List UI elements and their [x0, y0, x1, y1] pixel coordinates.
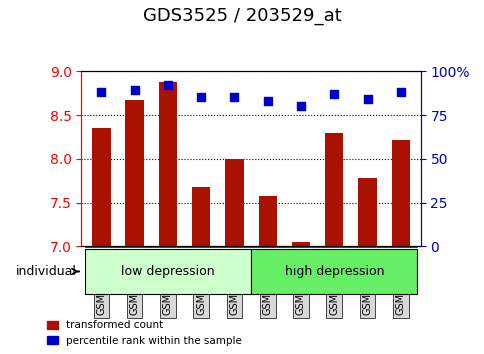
Point	[197, 95, 205, 100]
Point	[131, 88, 138, 93]
Bar	[391, 139, 409, 246]
Bar	[258, 196, 276, 246]
FancyBboxPatch shape	[85, 249, 251, 294]
Point	[363, 96, 371, 102]
Point	[97, 90, 105, 95]
Bar	[158, 82, 177, 246]
Text: individual: individual	[15, 265, 76, 278]
Point	[230, 95, 238, 100]
Bar	[358, 178, 376, 246]
Text: GDS3525 / 203529_at: GDS3525 / 203529_at	[143, 7, 341, 25]
Bar	[92, 128, 110, 246]
Point	[330, 91, 337, 97]
Bar	[291, 242, 309, 246]
Point	[396, 90, 404, 95]
FancyBboxPatch shape	[251, 249, 417, 294]
Text: low depression: low depression	[121, 265, 214, 278]
Bar	[192, 187, 210, 246]
Point	[297, 103, 304, 109]
Point	[263, 98, 271, 104]
Text: high depression: high depression	[284, 265, 383, 278]
Bar	[125, 100, 143, 246]
Bar	[324, 132, 343, 246]
Legend: transformed count, percentile rank within the sample: transformed count, percentile rank withi…	[44, 317, 244, 349]
Point	[164, 82, 171, 88]
Bar	[225, 159, 243, 246]
